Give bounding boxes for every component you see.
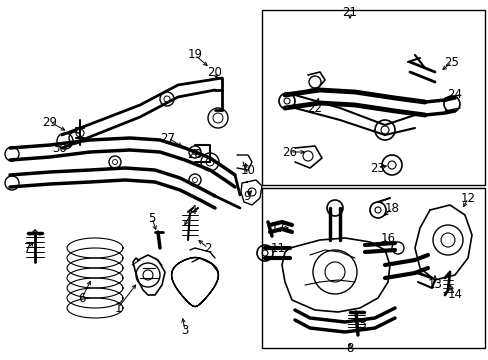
Text: 7: 7: [24, 242, 32, 255]
Text: 29: 29: [42, 116, 58, 129]
Text: 2: 2: [204, 242, 211, 255]
Text: 19: 19: [187, 49, 202, 62]
Text: 18: 18: [384, 202, 399, 215]
Text: 15: 15: [352, 319, 366, 332]
Text: 20: 20: [207, 66, 222, 78]
Text: 10: 10: [240, 163, 255, 176]
Text: 12: 12: [460, 192, 474, 204]
Text: 5: 5: [148, 211, 155, 225]
Text: 30: 30: [53, 141, 67, 154]
Text: 4: 4: [189, 203, 196, 216]
Text: 8: 8: [346, 342, 353, 355]
Text: 14: 14: [447, 288, 462, 302]
Text: 16: 16: [380, 231, 395, 244]
Text: 6: 6: [78, 292, 85, 305]
Text: 24: 24: [447, 89, 462, 102]
Text: 21: 21: [342, 5, 357, 18]
Text: 27: 27: [160, 131, 175, 144]
Text: 1: 1: [114, 302, 122, 315]
Text: 28: 28: [187, 148, 202, 162]
Text: 9: 9: [243, 189, 250, 202]
Text: 3: 3: [181, 324, 188, 337]
Bar: [262, 188, 484, 348]
Text: 22: 22: [307, 102, 322, 114]
Text: 17: 17: [270, 221, 285, 234]
Text: 13: 13: [427, 279, 442, 292]
Text: 23: 23: [370, 162, 385, 175]
Text: 25: 25: [444, 55, 459, 68]
Text: 11: 11: [270, 242, 285, 255]
Bar: [262, 10, 484, 185]
Text: 26: 26: [282, 145, 297, 158]
